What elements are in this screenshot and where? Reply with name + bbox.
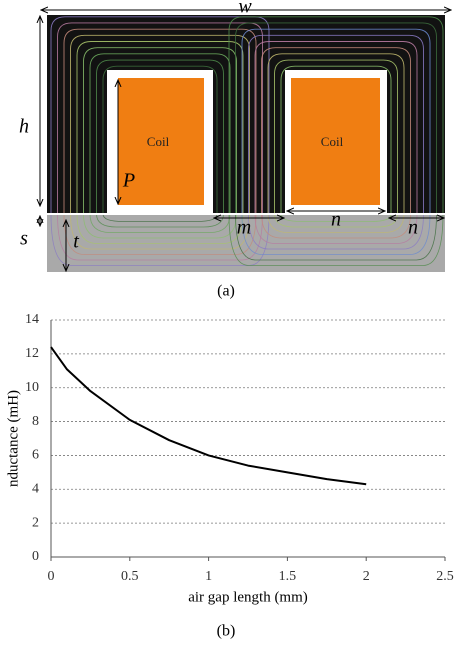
y-tick-label: 14 (25, 312, 39, 327)
dim-label: h (19, 116, 29, 138)
flux-line (228, 16, 444, 214)
flux-line (50, 16, 270, 214)
flux-line (267, 53, 405, 214)
flux-line (261, 47, 411, 214)
y-tick-label: 4 (32, 482, 39, 497)
core-diagram: w h P Coil Coil s t m n n (a) (19, 0, 451, 300)
x-tick-label: 0 (48, 569, 55, 584)
flux-line (50, 213, 270, 266)
flux-line (241, 28, 431, 214)
flux-line (235, 22, 437, 214)
y-tick-label: 2 (32, 515, 39, 530)
y-axis-label: nductance (mH) (5, 390, 21, 487)
y-tick-label: 10 (25, 380, 39, 395)
data-line (50, 346, 367, 486)
x-axis-label: air gap length (mm) (188, 589, 308, 605)
coil-label: Coil (321, 134, 344, 149)
flux-line (280, 65, 392, 214)
caption: (b) (217, 623, 236, 640)
x-tick-label: 1 (205, 569, 212, 584)
x-tick-label: 2.5 (436, 569, 454, 584)
x-tick-label: 0.5 (121, 569, 139, 584)
dim-label: n (408, 217, 418, 239)
flux-line (102, 65, 218, 214)
flux-line (248, 213, 424, 250)
dim-label: m (237, 217, 251, 239)
caption: (a) (217, 283, 235, 300)
y-tick-label: 8 (32, 414, 39, 429)
coil-label: Coil (147, 134, 170, 149)
flux-line (254, 41, 418, 214)
coil (118, 78, 204, 205)
y-tick-label: 12 (25, 346, 39, 361)
y-tick-label: 6 (32, 448, 39, 463)
x-tick-label: 1.5 (279, 569, 297, 584)
flux-line (241, 213, 431, 255)
flux-line (70, 34, 250, 214)
flux-line (228, 213, 444, 266)
dim-label: w (238, 0, 252, 18)
flux-line (274, 59, 398, 214)
flux-line (57, 213, 263, 261)
dim-label: s (20, 228, 28, 250)
flux-line (89, 213, 231, 233)
dim-label: t (73, 231, 79, 253)
flux-line (248, 34, 424, 214)
flux-line (254, 213, 418, 244)
dim-label: n (331, 209, 341, 231)
flux-line (76, 213, 244, 244)
flux-line (70, 213, 250, 250)
dim-label: P (122, 170, 135, 192)
coil (291, 78, 380, 205)
y-tick-label: 0 (32, 549, 39, 564)
flux-line (261, 213, 411, 239)
flux-line (235, 213, 437, 261)
flux-line (57, 22, 263, 214)
flux-line (267, 213, 405, 233)
chart: 0 2 4 6 8 10 12 14 0 0.5 1 1.5 2 2.5 air gap length (m… (5, 312, 453, 605)
flux-line (96, 59, 224, 214)
flux-line (63, 28, 257, 214)
flux-line (83, 213, 237, 239)
x-tick-label: 2 (363, 569, 370, 584)
